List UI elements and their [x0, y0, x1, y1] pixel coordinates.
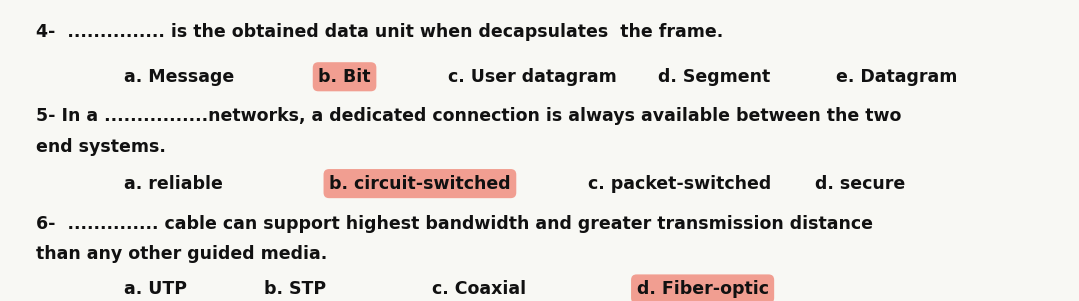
Text: end systems.: end systems. [36, 138, 165, 157]
Text: b. circuit-switched: b. circuit-switched [329, 175, 510, 193]
Text: d. secure: d. secure [815, 175, 905, 193]
Text: c. User datagram: c. User datagram [448, 68, 616, 86]
Text: 5- In a ................networks, a dedicated connection is always available bet: 5- In a ................networks, a dedi… [36, 107, 901, 125]
Text: e. Datagram: e. Datagram [836, 68, 957, 86]
Text: a. UTP: a. UTP [124, 280, 187, 298]
Text: 4-  ............... is the obtained data unit when decapsulates  the frame.: 4- ............... is the obtained data … [36, 23, 723, 41]
Text: d. Fiber-optic: d. Fiber-optic [637, 280, 768, 298]
Text: c. Coaxial: c. Coaxial [432, 280, 525, 298]
Text: d. Segment: d. Segment [658, 68, 770, 86]
Text: than any other guided media.: than any other guided media. [36, 245, 327, 263]
Text: c. packet-switched: c. packet-switched [588, 175, 771, 193]
Text: 6-  .............. cable can support highest bandwidth and greater transmission : 6- .............. cable can support high… [36, 215, 873, 233]
Text: a. reliable: a. reliable [124, 175, 223, 193]
Text: b. STP: b. STP [264, 280, 327, 298]
Text: a. Message: a. Message [124, 68, 234, 86]
Text: b. Bit: b. Bit [318, 68, 371, 86]
